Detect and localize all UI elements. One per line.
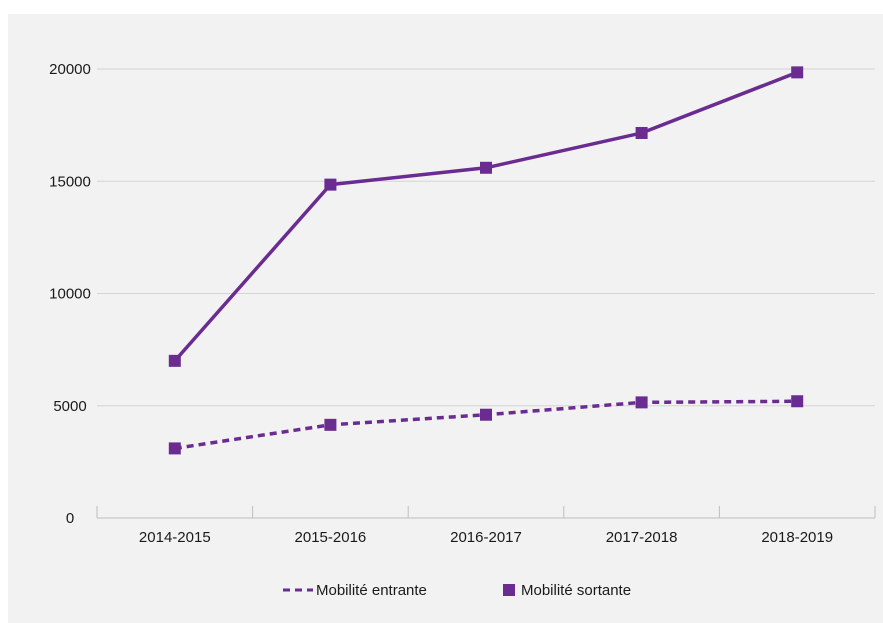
chart-panel xyxy=(8,14,883,623)
series-line-0 xyxy=(174,399,798,451)
x-tick-label: 2016-2017 xyxy=(450,529,522,546)
y-tick-label: 0 xyxy=(66,510,74,527)
gridlines xyxy=(97,68,875,407)
series-0-point xyxy=(168,442,181,455)
y-tick-label: 5000 xyxy=(53,398,86,415)
x-tick-label: 2017-2018 xyxy=(606,529,678,546)
series-1-point xyxy=(324,178,337,191)
legend-swatch-mobilite-sortante xyxy=(503,584,515,596)
y-tick-label: 20000 xyxy=(49,61,91,78)
series-1-point xyxy=(791,66,804,79)
series-0-point xyxy=(480,408,492,421)
series-0-point xyxy=(791,395,804,408)
series-0-point xyxy=(324,418,337,431)
series-0-point xyxy=(635,396,648,409)
y-tick-label: 10000 xyxy=(49,286,91,303)
series-1-point xyxy=(480,161,492,174)
x-tick-label: 2014-2015 xyxy=(139,529,211,546)
series-1-point xyxy=(168,354,181,367)
legend: Mobilité entrante Mobilité sortante xyxy=(283,582,631,599)
legend-label-mobilite-entrante: Mobilité entrante xyxy=(316,582,427,599)
series-group xyxy=(168,66,804,455)
series-line-1 xyxy=(173,70,798,363)
y-tick-label: 15000 xyxy=(49,173,91,190)
x-axis: 2014-2015 2015-2016 2016-2017 2017-2018 2018… xyxy=(96,506,876,546)
legend-label-mobilite-sortante: Mobilité sortante xyxy=(521,582,631,599)
x-tick-label: 2018-2019 xyxy=(761,529,833,546)
series-1-point xyxy=(635,126,648,139)
y-axis-ticks: 0 5000 10000 15000 20000 xyxy=(49,61,91,527)
x-tick-label: 2015-2016 xyxy=(295,529,367,546)
